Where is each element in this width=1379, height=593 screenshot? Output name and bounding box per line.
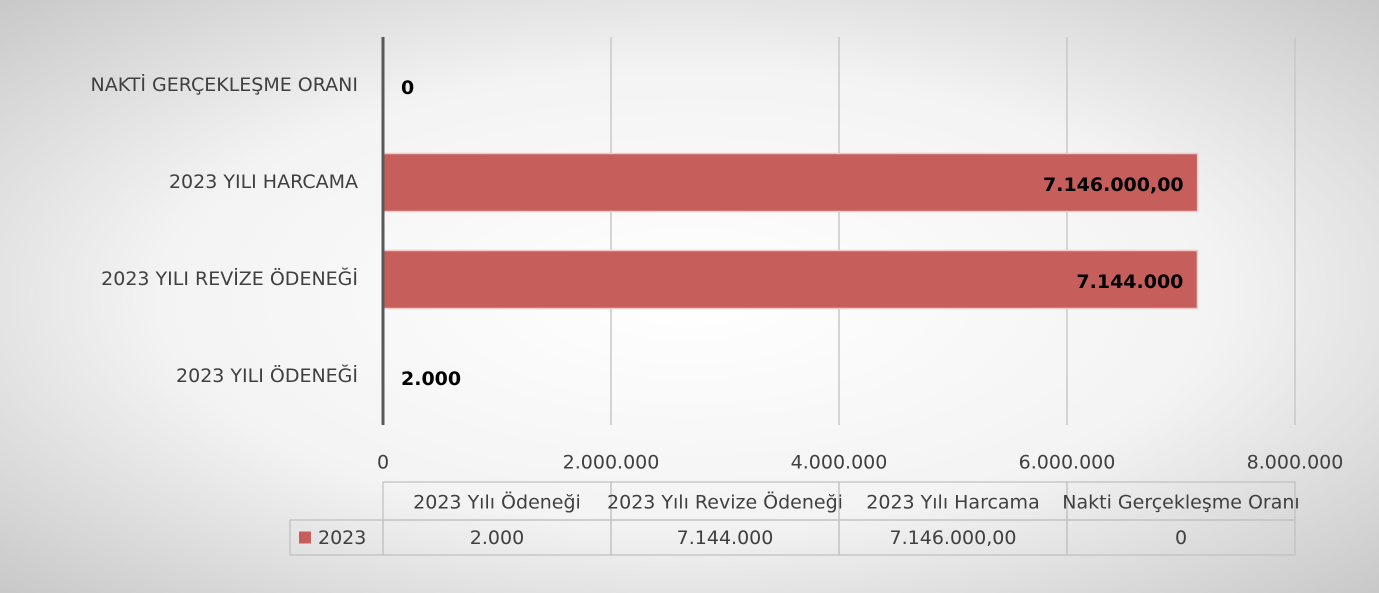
table-value: 0 bbox=[1175, 527, 1187, 549]
x-tick-label: 2.000.000 bbox=[563, 452, 660, 474]
y-tick-label: 2023 YILI REVİZE ÖDENEĞİ bbox=[101, 266, 358, 290]
table-header: 2023 Yılı Ödeneği bbox=[413, 491, 581, 514]
y-tick-label: NAKTİ GERÇEKLEŞME ORANI bbox=[91, 73, 358, 96]
table-value: 7.146.000,00 bbox=[890, 527, 1017, 549]
x-tick-label: 0 bbox=[377, 452, 389, 474]
value-label: 7.144.000 bbox=[1076, 271, 1183, 293]
legend-swatch bbox=[299, 531, 311, 544]
y-tick-label: 2023 YILI HARCAMA bbox=[169, 171, 358, 193]
x-tick-label: 8.000.000 bbox=[1247, 452, 1344, 474]
x-tick-label: 6.000.000 bbox=[1019, 452, 1116, 474]
legend-label: 2023 bbox=[318, 527, 366, 549]
table-value: 7.144.000 bbox=[677, 527, 774, 549]
table-cell bbox=[289, 519, 384, 556]
x-tick-label: 4.000.000 bbox=[791, 452, 888, 474]
table-header: Nakti Gerçekleşme Oranı bbox=[1062, 492, 1299, 514]
bar bbox=[382, 152, 1199, 213]
value-label: 0 bbox=[401, 77, 414, 99]
table-header: 2023 Yılı Revize Ödeneği bbox=[607, 491, 843, 514]
bar bbox=[382, 249, 1199, 310]
table-cell bbox=[1066, 519, 1296, 556]
value-label: 7.146.000,00 bbox=[1043, 174, 1184, 196]
table-header: 2023 Yılı Harcama bbox=[866, 492, 1039, 514]
value-label: 2.000 bbox=[401, 368, 461, 390]
y-tick-label: 2023 YILI ÖDENEĞİ bbox=[176, 363, 358, 387]
table-value: 2.000 bbox=[470, 527, 524, 549]
